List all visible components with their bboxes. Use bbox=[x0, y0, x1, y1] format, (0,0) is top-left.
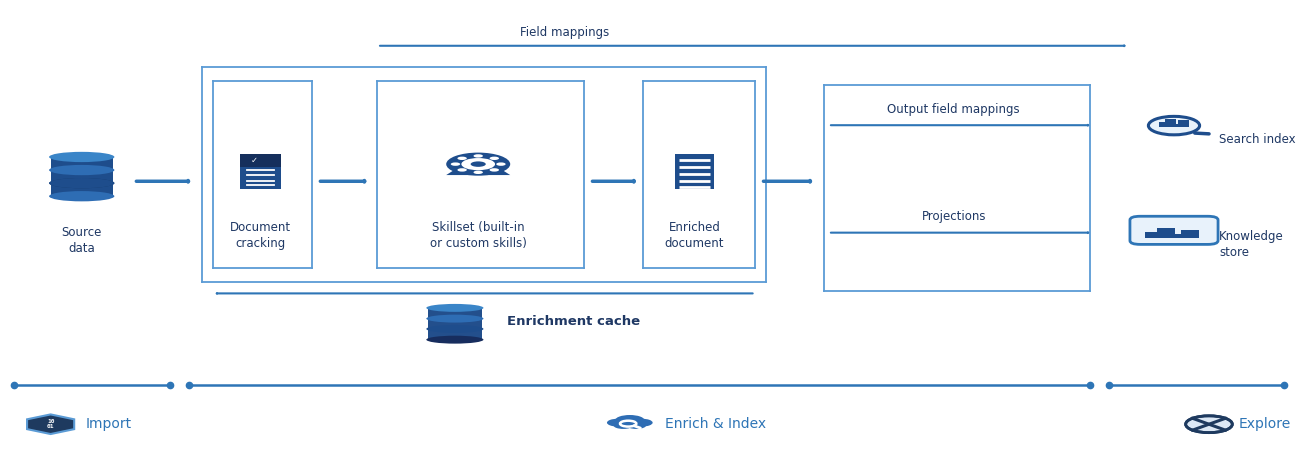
Text: Import: Import bbox=[85, 417, 131, 431]
Circle shape bbox=[461, 158, 495, 170]
Text: ✓: ✓ bbox=[251, 156, 258, 165]
Text: Projections: Projections bbox=[921, 210, 986, 223]
Text: Output field mappings: Output field mappings bbox=[887, 103, 1020, 116]
Ellipse shape bbox=[426, 304, 484, 312]
Ellipse shape bbox=[49, 165, 114, 175]
Circle shape bbox=[451, 163, 460, 166]
Ellipse shape bbox=[49, 152, 114, 162]
FancyBboxPatch shape bbox=[239, 155, 281, 189]
FancyBboxPatch shape bbox=[51, 157, 113, 196]
FancyBboxPatch shape bbox=[1181, 230, 1200, 238]
Circle shape bbox=[457, 157, 466, 160]
Ellipse shape bbox=[49, 178, 114, 188]
Text: Document
cracking: Document cracking bbox=[230, 221, 292, 250]
FancyBboxPatch shape bbox=[1130, 216, 1218, 244]
Ellipse shape bbox=[49, 191, 114, 201]
Circle shape bbox=[473, 154, 484, 157]
Circle shape bbox=[627, 422, 646, 429]
Text: Skillset (built-in
or custom skills): Skillset (built-in or custom skills) bbox=[430, 221, 527, 250]
Text: Search index: Search index bbox=[1219, 133, 1296, 146]
FancyBboxPatch shape bbox=[1144, 232, 1163, 238]
FancyBboxPatch shape bbox=[1156, 228, 1175, 238]
Circle shape bbox=[631, 419, 653, 427]
Circle shape bbox=[615, 415, 644, 426]
Text: Enrich & Index: Enrich & Index bbox=[665, 417, 766, 431]
Text: Source
data: Source data bbox=[62, 226, 102, 255]
Text: Field mappings: Field mappings bbox=[520, 26, 610, 39]
Circle shape bbox=[470, 161, 486, 167]
FancyBboxPatch shape bbox=[1166, 118, 1176, 127]
Circle shape bbox=[1148, 117, 1200, 135]
Circle shape bbox=[614, 422, 633, 429]
Ellipse shape bbox=[426, 325, 484, 333]
Text: Enrichment cache: Enrichment cache bbox=[507, 315, 640, 328]
Text: Explore: Explore bbox=[1239, 417, 1292, 431]
Text: 10
01: 10 01 bbox=[47, 419, 54, 430]
FancyBboxPatch shape bbox=[1169, 234, 1187, 238]
Text: Enriched
document: Enriched document bbox=[665, 221, 724, 250]
Circle shape bbox=[457, 168, 466, 172]
Circle shape bbox=[497, 163, 506, 166]
FancyBboxPatch shape bbox=[1172, 124, 1183, 127]
Circle shape bbox=[1185, 416, 1233, 432]
FancyBboxPatch shape bbox=[1179, 120, 1189, 127]
FancyBboxPatch shape bbox=[427, 308, 482, 340]
Circle shape bbox=[490, 157, 499, 160]
Circle shape bbox=[473, 171, 484, 174]
Circle shape bbox=[490, 168, 499, 172]
FancyBboxPatch shape bbox=[675, 155, 714, 189]
Polygon shape bbox=[447, 168, 510, 175]
Circle shape bbox=[447, 153, 510, 176]
Ellipse shape bbox=[426, 314, 484, 322]
Text: Knowledge
store: Knowledge store bbox=[1219, 230, 1284, 259]
FancyBboxPatch shape bbox=[239, 155, 281, 167]
Ellipse shape bbox=[49, 178, 114, 188]
FancyBboxPatch shape bbox=[1159, 122, 1169, 127]
Ellipse shape bbox=[426, 336, 484, 344]
Circle shape bbox=[607, 419, 628, 427]
